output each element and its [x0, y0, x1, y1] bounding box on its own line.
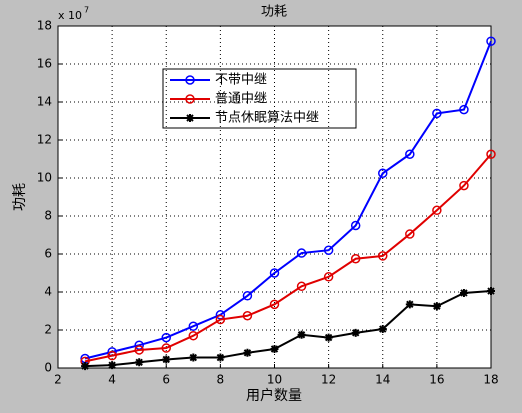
data-point — [350, 220, 361, 231]
data-point — [107, 350, 117, 361]
data-point — [162, 355, 171, 364]
legend-label: 普通中继 — [215, 92, 267, 107]
data-point — [269, 299, 280, 310]
x-axis-label: 用户数量 — [246, 387, 302, 404]
data-point — [350, 254, 361, 264]
legend-label: 节点休眠算法中继 — [215, 111, 319, 126]
data-point — [405, 229, 415, 239]
data-point — [296, 281, 307, 292]
chart-title: 功耗 — [261, 5, 287, 20]
data-point — [216, 353, 225, 362]
data-point — [378, 325, 387, 334]
y-multiplier-power: 7 — [84, 6, 89, 15]
data-point — [405, 149, 415, 159]
y-tick-label: 6 — [44, 247, 52, 261]
data-point — [432, 108, 442, 119]
y-tick-label: 18 — [37, 19, 52, 33]
data-point — [135, 358, 144, 367]
y-tick-label: 16 — [37, 57, 52, 71]
y-axis-label: 功耗 — [12, 183, 28, 211]
x-tick-label: 18 — [483, 373, 498, 387]
data-point — [188, 321, 199, 331]
y-tick-label: 4 — [44, 285, 52, 299]
data-point — [161, 343, 171, 353]
data-point — [242, 311, 253, 321]
data-point — [161, 332, 171, 343]
data-point — [81, 362, 90, 371]
y-tick-label: 14 — [37, 95, 52, 109]
legend-marker — [185, 94, 195, 104]
series-line — [85, 290, 492, 368]
y-tick-label: 0 — [44, 361, 52, 375]
data-point — [432, 205, 442, 216]
data-point — [323, 272, 334, 282]
data-point — [108, 361, 117, 370]
y-tick-label: 12 — [37, 133, 52, 147]
data-point — [459, 288, 468, 297]
x-tick-label: 2 — [54, 373, 62, 387]
x-tick-label: 4 — [108, 373, 116, 387]
data-point — [270, 345, 279, 353]
data-point — [378, 251, 388, 261]
data-point — [269, 268, 280, 278]
y-tick-label: 2 — [44, 323, 52, 337]
legend-marker — [186, 114, 194, 122]
data-point — [459, 104, 469, 115]
legend-marker — [185, 75, 195, 85]
series-line — [84, 153, 492, 363]
y-multiplier: x 10 — [58, 9, 82, 22]
data-point — [243, 348, 252, 357]
data-point — [486, 149, 496, 159]
x-tick-label: 8 — [217, 373, 225, 387]
data-point — [378, 168, 388, 178]
x-tick-label: 14 — [375, 373, 390, 387]
data-point — [296, 248, 307, 258]
data-point — [297, 330, 306, 339]
x-tick-label: 6 — [162, 373, 170, 387]
data-point — [486, 36, 496, 46]
data-point — [215, 314, 226, 325]
legend-label: 不带中继 — [215, 73, 267, 88]
series-line — [84, 40, 492, 360]
data-point — [188, 330, 199, 341]
data-point — [323, 245, 334, 255]
data-point — [351, 328, 360, 337]
data-point — [459, 180, 469, 191]
data-point — [242, 291, 253, 301]
data-point — [324, 333, 333, 342]
x-tick-label: 10 — [267, 373, 282, 387]
data-point — [405, 300, 414, 309]
data-point — [134, 345, 144, 355]
y-tick-label: 8 — [44, 209, 52, 223]
data-point — [432, 302, 441, 311]
data-point — [487, 287, 495, 296]
y-tick-label: 10 — [37, 171, 52, 185]
x-tick-label: 12 — [321, 373, 336, 387]
x-tick-label: 16 — [429, 373, 444, 387]
data-point — [189, 353, 198, 362]
